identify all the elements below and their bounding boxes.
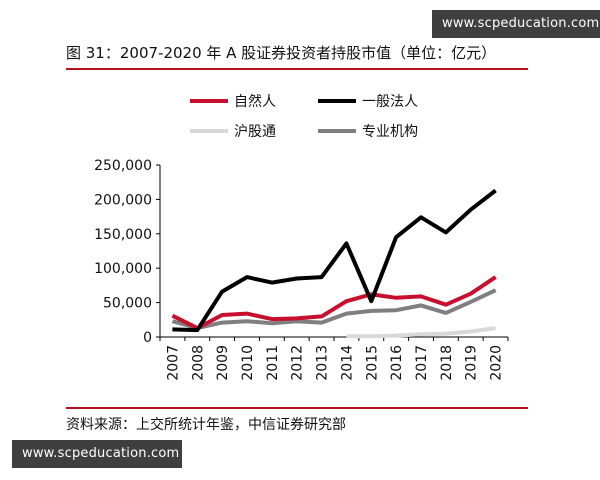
x-tick-label: 2008	[190, 345, 206, 381]
watermark-bottom: www.scpeducation.com	[12, 440, 182, 468]
y-tick-label: 250,000	[94, 158, 152, 174]
series-line-1	[172, 188, 497, 333]
x-tick-label: 2011	[265, 345, 281, 381]
x-tick-label: 2007	[165, 345, 181, 381]
chart-axes: 0 50,000 100,000 150,000 200,000 250,000 2007 2…	[94, 158, 509, 381]
x-tick-label: 2009	[215, 345, 231, 381]
legend-label-3: 专业机构	[362, 124, 418, 140]
y-tick-label: 50,000	[103, 296, 152, 312]
figure-source: 资料来源：上交所统计年鉴，中信证券研究部	[66, 417, 346, 433]
series-line-2	[346, 326, 496, 339]
y-tick-label: 150,000	[94, 227, 152, 243]
series-line-3	[171, 288, 497, 331]
source-divider	[66, 407, 528, 409]
y-tick-label: 200,000	[94, 192, 152, 208]
x-tick-label: 2019	[464, 345, 480, 381]
x-tick-label: 2014	[339, 345, 355, 381]
legend-label-1: 一般法人	[362, 94, 418, 110]
x-tick-label: 2012	[290, 345, 306, 381]
watermark-top: www.scpeducation.com	[432, 10, 600, 38]
y-tick-label: 0	[143, 330, 152, 346]
legend-label-2: 沪股通	[234, 124, 276, 140]
x-tick-label: 2017	[414, 345, 430, 381]
title-divider	[66, 68, 528, 70]
chart-series	[171, 188, 497, 339]
x-tick-label: 2010	[240, 345, 256, 381]
x-tick-label: 2020	[489, 345, 505, 381]
x-tick-label: 2015	[364, 345, 380, 381]
series-line-0	[171, 275, 497, 331]
y-tick-label: 100,000	[94, 261, 152, 277]
x-tick-label: 2016	[389, 345, 405, 381]
legend-label-0: 自然人	[234, 93, 276, 110]
x-tick-label: 2018	[439, 345, 455, 381]
x-tick-label: 2013	[315, 345, 331, 381]
figure-title: 图 31：2007-2020 年 A 股证券投资者持股市值（单位：亿元）	[66, 44, 497, 62]
